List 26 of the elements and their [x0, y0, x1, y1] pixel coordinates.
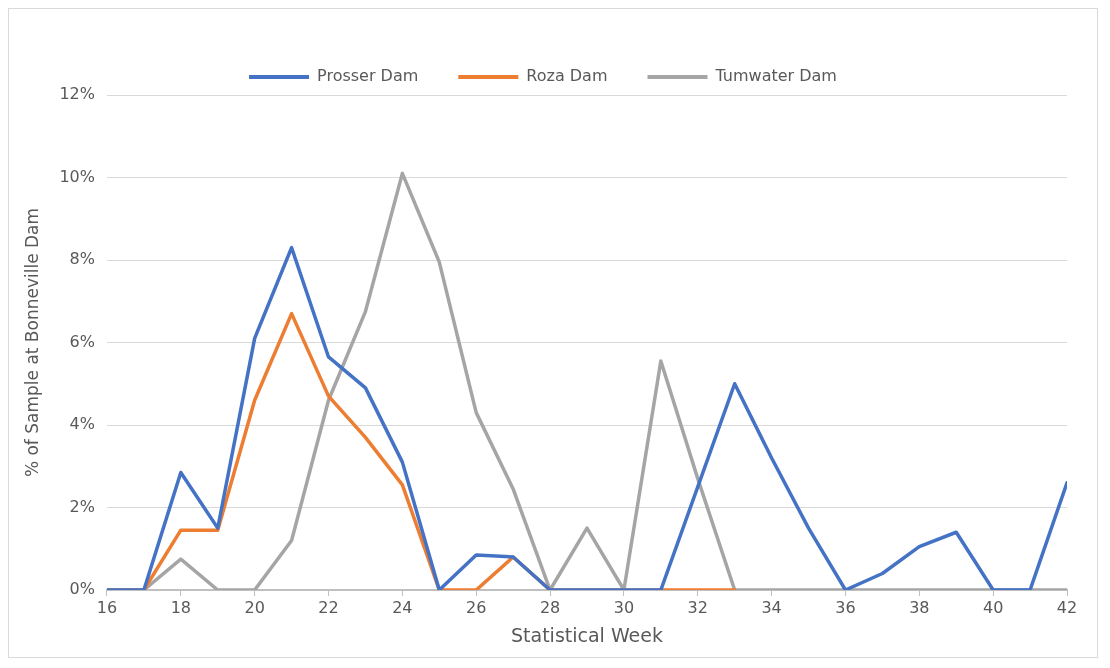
x-tick-label: 30 — [613, 597, 635, 617]
x-tick-label: 18 — [170, 597, 191, 617]
y-tick-label: 0% — [69, 579, 95, 599]
x-tick-label: 40 — [982, 597, 1004, 617]
y-tick-label: 6% — [69, 331, 95, 351]
legend-label: Tumwater Dam — [714, 66, 837, 86]
x-tick-label: 34 — [761, 597, 782, 617]
y-axis-title: % of Sample at Bonneville Dam — [21, 207, 42, 478]
x-tick-label: 16 — [96, 597, 118, 617]
x-tick-label: 32 — [687, 597, 708, 617]
legend-label: Prosser Dam — [317, 66, 419, 86]
x-tick-label: 28 — [539, 597, 561, 617]
x-tick-label: 26 — [466, 597, 487, 617]
legend-label: Roza Dam — [526, 66, 608, 86]
x-tick-label: 22 — [318, 597, 339, 617]
x-tick-label: 24 — [392, 597, 413, 617]
x-axis-title: Statistical Week — [510, 623, 663, 646]
y-tick-label: 10% — [59, 166, 95, 186]
x-tick-label: 36 — [835, 597, 856, 617]
y-tick-label: 8% — [69, 249, 95, 269]
x-tick-label: 38 — [909, 597, 930, 617]
x-tick-label: 42 — [1056, 597, 1078, 617]
y-tick-label: 2% — [69, 496, 95, 516]
y-tick-label: 4% — [69, 414, 95, 434]
x-tick-label: 20 — [244, 597, 265, 617]
y-tick-label: 12% — [59, 84, 95, 104]
